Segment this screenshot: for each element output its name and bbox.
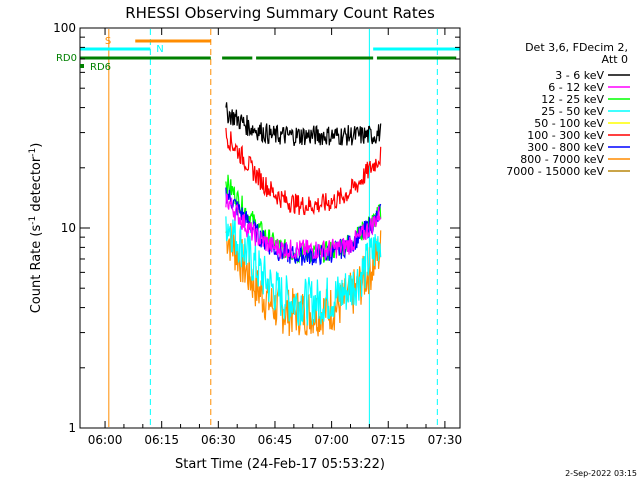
y-tick-label: 10	[61, 221, 76, 235]
series-line-7	[225, 223, 382, 337]
x-tick-label: 06:00	[88, 433, 123, 447]
timestamp: 2-Sep-2022 03:15	[565, 469, 637, 478]
series-line-3	[225, 214, 382, 326]
legend-label: 7000 - 15000 keV	[506, 165, 604, 178]
legend-label: 800 - 7000 keV	[520, 153, 604, 166]
legend-label: 3 - 6 keV	[555, 69, 604, 82]
y-axis-label: Count Rate (s-1 detector-1)	[28, 143, 44, 314]
legend-label: 6 - 12 keV	[548, 81, 604, 94]
rd6-marker	[80, 64, 84, 68]
legend-label: 300 - 800 keV	[527, 141, 604, 154]
x-axis-label: Start Time (24-Feb-17 05:53:22)	[175, 457, 385, 472]
x-tick-label: 07:15	[371, 433, 406, 447]
legend-header-line-1: Det 3,6, FDecim 2,	[525, 41, 628, 54]
legend-label: 50 - 100 keV	[534, 117, 604, 130]
legend-header-line-2: Att 0	[602, 53, 628, 66]
series-line-1	[225, 193, 382, 260]
chart-title: RHESSI Observing Summary Count Rates	[125, 4, 435, 22]
legend-label: 100 - 300 keV	[527, 129, 604, 142]
x-tick-label: 07:00	[314, 433, 349, 447]
flag-label-rd6: RD6	[90, 62, 111, 73]
legend-label: 12 - 25 keV	[541, 93, 604, 106]
series-line-5	[225, 127, 382, 216]
x-tick-label: 06:45	[258, 433, 293, 447]
y-tick-label: 100	[53, 21, 76, 35]
series-line-0	[225, 102, 382, 147]
x-tick-label: 06:30	[201, 433, 236, 447]
y-tick-label: 1	[68, 421, 76, 435]
flag-label-s: S	[105, 36, 111, 47]
x-tick-label: 07:30	[428, 433, 463, 447]
legend-label: 25 - 50 keV	[541, 105, 604, 118]
flag-label-n: N	[156, 44, 163, 55]
plot-area	[79, 29, 460, 427]
x-tick-label: 06:15	[144, 433, 179, 447]
flag-label-rd0: RD0	[56, 53, 77, 64]
